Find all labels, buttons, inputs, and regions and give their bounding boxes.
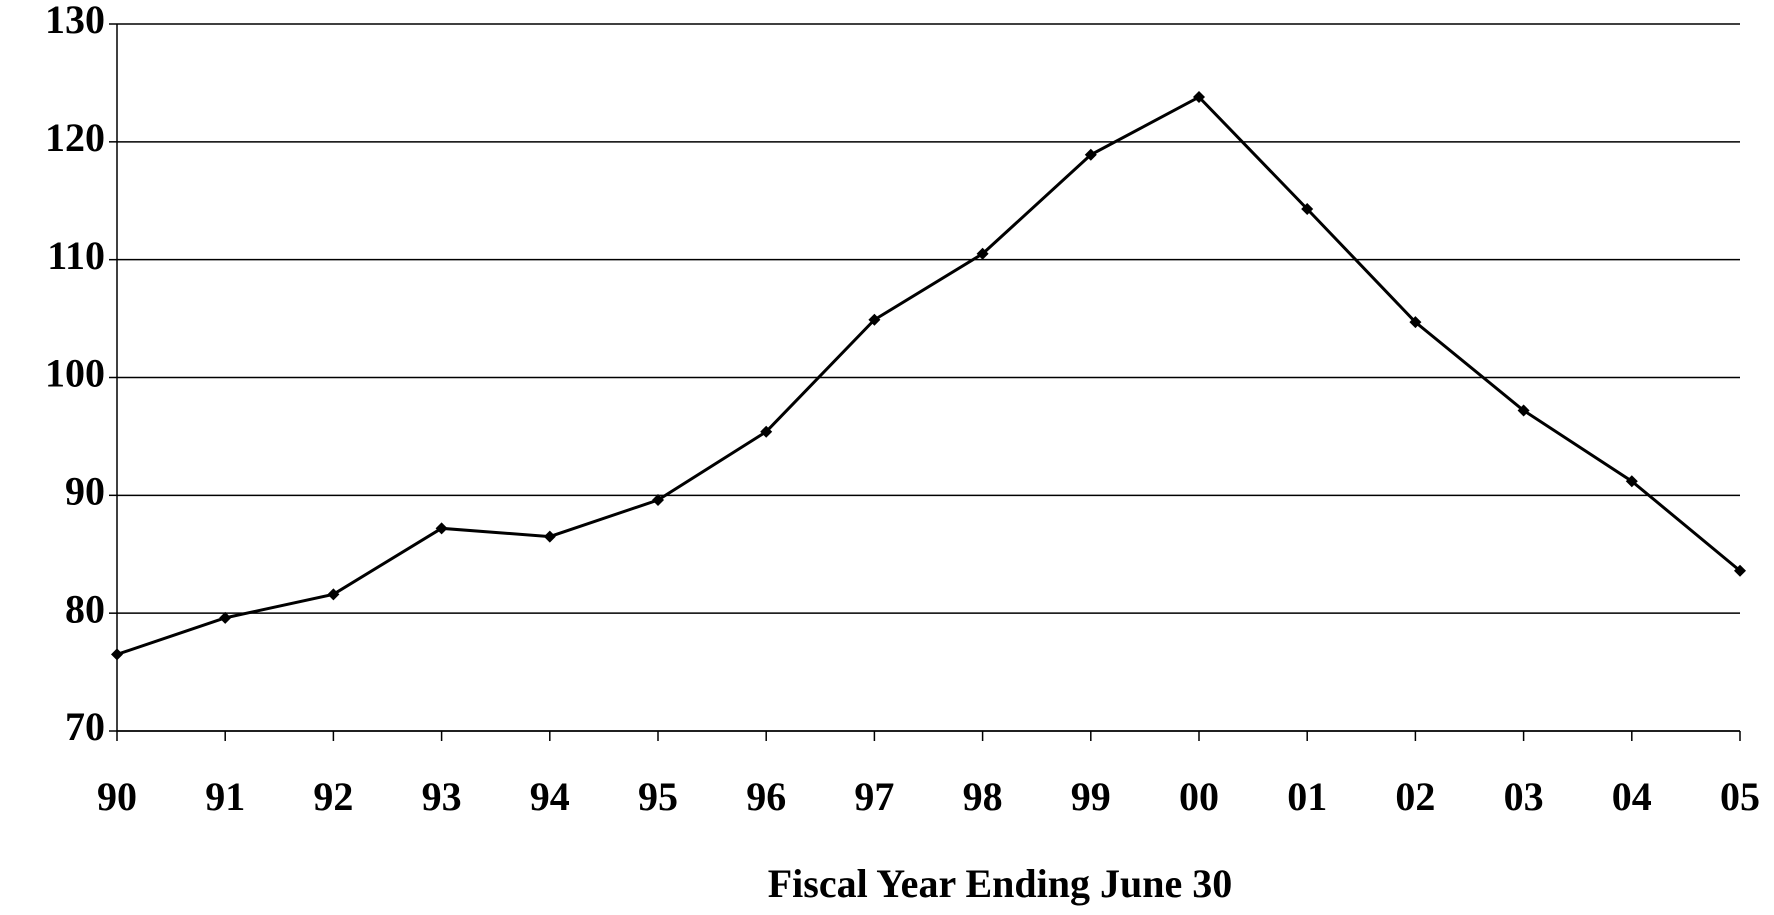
y-tick-label: 70: [65, 704, 105, 749]
x-tick-label: 00: [1179, 774, 1219, 819]
x-tick-label: 93: [422, 774, 462, 819]
x-tick-label: 90: [97, 774, 137, 819]
x-tick-label: 05: [1720, 774, 1760, 819]
point: [1193, 91, 1205, 104]
x-tick-label: 01: [1287, 774, 1327, 819]
y-tick-label: 100: [45, 351, 105, 396]
x-tick-label: 98: [963, 774, 1003, 819]
point: [1084, 148, 1097, 161]
point: [652, 494, 664, 507]
point: [327, 588, 340, 601]
x-tick-label: 94: [530, 774, 570, 819]
y-tick-label: 110: [47, 233, 105, 278]
point: [1301, 202, 1314, 215]
y-tick-label: 80: [65, 586, 105, 631]
y-tick-label: 130: [45, 0, 105, 42]
point: [219, 611, 232, 624]
x-axis-title: Fiscal Year Ending June 30: [768, 861, 1233, 906]
point: [1409, 316, 1422, 329]
y-tick-label: 120: [45, 115, 105, 160]
x-tick-label: 04: [1612, 774, 1652, 819]
y-tick-label: 90: [65, 469, 105, 514]
point: [1517, 404, 1530, 417]
x-tick-label: 97: [854, 774, 894, 819]
point: [111, 648, 123, 661]
x-tick-label: 03: [1504, 774, 1544, 819]
point: [1625, 475, 1638, 488]
x-tick-label: 95: [638, 774, 678, 819]
point: [760, 425, 773, 438]
point: [868, 313, 881, 326]
point: [976, 247, 989, 260]
point: [435, 522, 448, 535]
x-tick-label: 92: [313, 774, 353, 819]
line: [116, 95, 1741, 656]
x-tick-label: 99: [1071, 774, 1111, 819]
x-tick-label: 02: [1395, 774, 1435, 819]
x-tick-label: 96: [746, 774, 786, 819]
point: [543, 530, 556, 543]
x-tick-label: 91: [205, 774, 245, 819]
point: [1734, 564, 1746, 577]
